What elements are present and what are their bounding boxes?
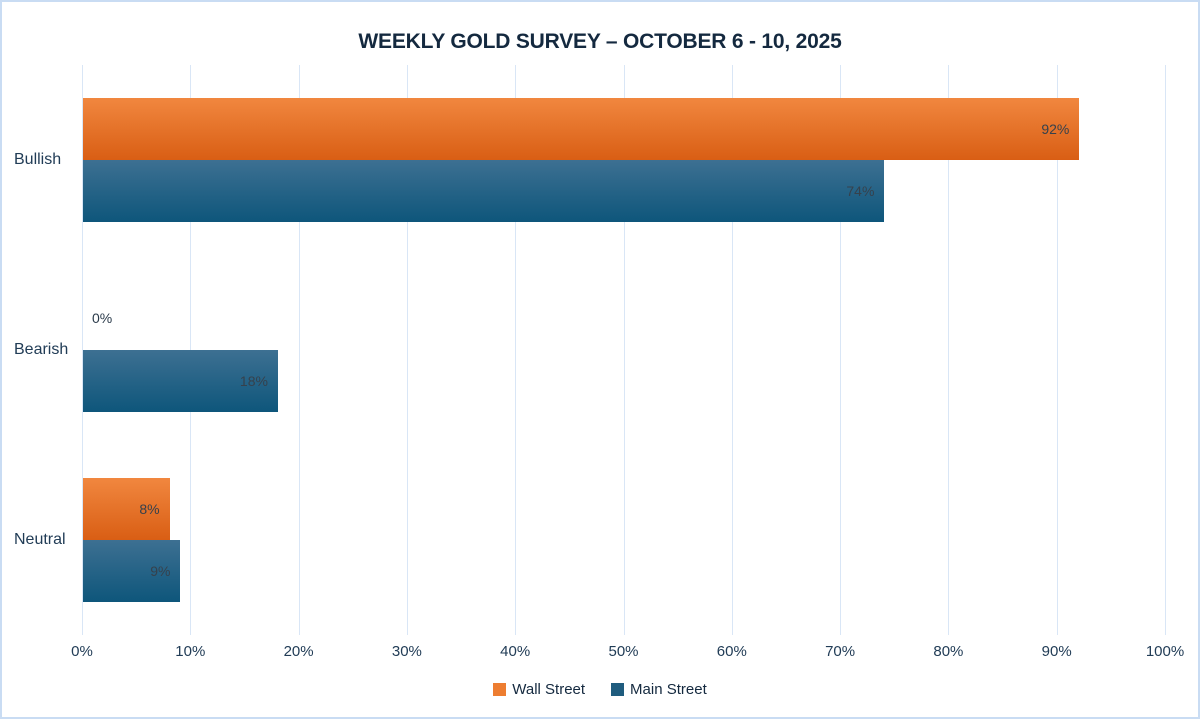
category-label: Bearish — [14, 341, 69, 358]
bar-value-label: 0% — [92, 310, 113, 326]
legend-swatch-icon — [611, 683, 625, 696]
bar-neutral-wall-street: 8% — [83, 478, 170, 540]
bar-value-label: 74% — [846, 183, 875, 199]
x-tick-label: 20% — [283, 643, 314, 660]
x-tick-label: 10% — [175, 643, 206, 660]
bar-neutral-main-street: 9% — [83, 540, 181, 602]
bar-value-label: 9% — [150, 563, 171, 579]
bar-bearish-main-street: 18% — [83, 350, 278, 412]
gridline — [948, 65, 950, 635]
x-tick-label: 40% — [500, 643, 531, 660]
category-label: Neutral — [14, 531, 66, 548]
bar-value-label: 18% — [239, 373, 268, 389]
bar-bullish-wall-street: 92% — [83, 98, 1080, 160]
gridline — [406, 65, 408, 635]
gridline — [840, 65, 842, 635]
x-tick-label: 60% — [716, 643, 747, 660]
gridline — [82, 65, 83, 635]
legend-item-main-street: Main Street — [611, 681, 707, 698]
gridline — [515, 65, 517, 635]
legend-item-wall-street: Wall Street — [493, 681, 585, 698]
gridline — [298, 65, 300, 635]
legend: Wall Street Main Street — [0, 681, 1200, 698]
bar-value-label: 92% — [1041, 121, 1070, 137]
gridline — [623, 65, 625, 635]
legend-label: Main Street — [630, 681, 707, 698]
legend-label: Wall Street — [512, 681, 586, 698]
plot-area: 92% 0% 8% 74% 18% 9% — [82, 65, 1166, 635]
x-tick-label: 0% — [71, 643, 93, 660]
chart-title: WEEKLY GOLD SURVEY – OCTOBER 6 - 10, 202… — [358, 30, 842, 53]
category-label: Bullish — [14, 151, 62, 168]
gridline — [1165, 65, 1166, 635]
bar-value-label: 8% — [139, 501, 160, 517]
bar-bullish-main-street: 74% — [83, 160, 885, 222]
gridline — [1056, 65, 1058, 635]
x-tick-label: 80% — [933, 643, 964, 660]
gridline — [731, 65, 733, 635]
x-tick-label: 90% — [1041, 643, 1072, 660]
legend-swatch-icon — [493, 683, 507, 696]
x-tick-label: 50% — [608, 643, 639, 660]
x-tick-label: 70% — [825, 643, 856, 660]
x-tick-label: 30% — [391, 643, 422, 660]
x-tick-label: 100% — [1145, 643, 1185, 660]
